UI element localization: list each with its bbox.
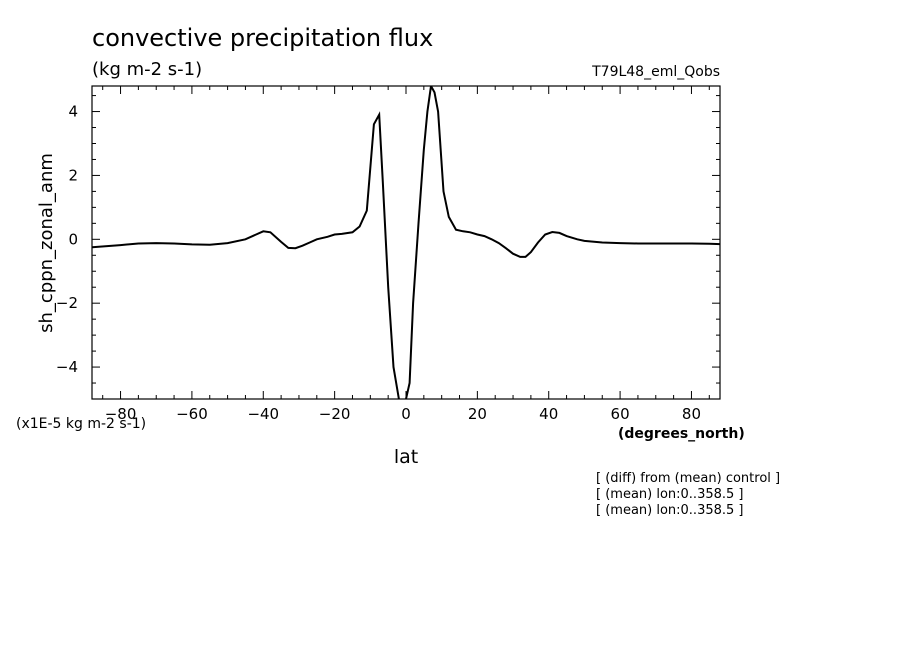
x-tick-label: −20 [319, 405, 351, 423]
y-tick-label: 4 [68, 103, 78, 121]
series-line [92, 86, 720, 399]
y-tick-label: 2 [68, 166, 78, 184]
chart-title: convective precipitation flux [92, 24, 433, 52]
x-tick-label: −60 [176, 405, 208, 423]
x-tick-label: 20 [468, 405, 487, 423]
y-tick-label: 0 [68, 230, 78, 248]
chart-run-label: T79L48_eml_Qobs [591, 64, 720, 80]
note-line-1: [ (diff) from (mean) control ] [596, 471, 780, 486]
x-tick-label: −80 [105, 405, 137, 423]
y-tick-label: −2 [56, 294, 78, 312]
note-line-2: [ (mean) lon:0..358.5 ] [596, 487, 744, 502]
x-tick-label: 60 [611, 405, 630, 423]
x-tick-label: 0 [401, 405, 411, 423]
x-tick-label: 80 [682, 405, 701, 423]
y-scale-note: (x1E-5 kg m-2 s-1) [16, 416, 146, 432]
x-tick-label: 40 [539, 405, 558, 423]
note-line-3: [ (mean) lon:0..358.5 ] [596, 503, 744, 518]
x-units-label: (degrees_north) [618, 426, 745, 442]
y-axis-label: sh_cppn_zonal_anm [36, 153, 57, 333]
y-tick-label: −4 [56, 358, 78, 376]
chart-units-label: (kg m-2 s-1) [92, 59, 202, 80]
x-tick-label: −40 [247, 405, 279, 423]
x-axis-label: lat [394, 446, 418, 468]
axis-ticks [92, 86, 720, 400]
